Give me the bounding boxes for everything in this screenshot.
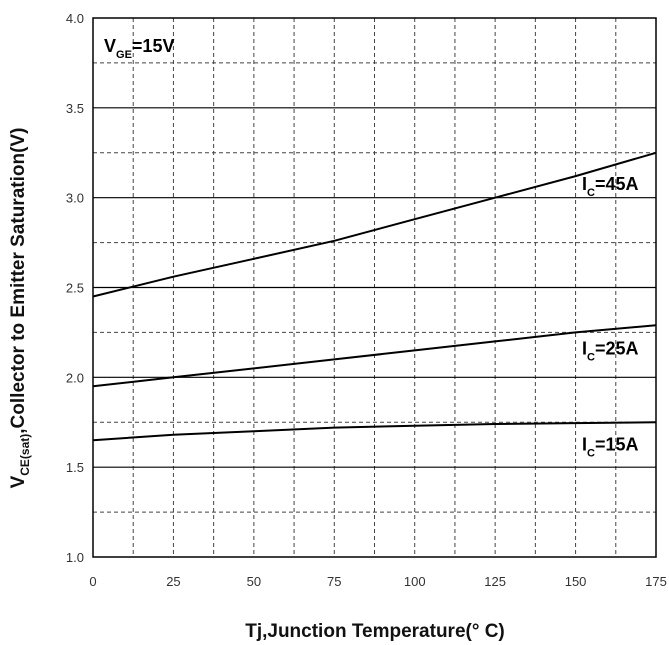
- y-tick-label: 1.5: [66, 460, 84, 475]
- series-label: IC=25A: [582, 339, 639, 364]
- y-axis-title: VCE(sat),Collector to Emitter Saturation…: [8, 128, 32, 489]
- series-line: [92, 421, 657, 442]
- y-tick-labels: 1.0 1.5 2.0 2.5 3.0 3.5 4.0: [66, 11, 84, 565]
- x-tick-label: 100: [404, 574, 426, 589]
- x-tick-label: 150: [565, 574, 587, 589]
- y-tick-label: 4.0: [66, 11, 84, 26]
- series-line: [92, 151, 657, 298]
- series-label: IC=15A: [582, 435, 639, 460]
- y-tick-label: 3.5: [66, 101, 84, 116]
- x-tick-label: 25: [166, 574, 180, 589]
- x-tick-label: 50: [247, 574, 261, 589]
- vge-annotation: VGE=15V: [104, 36, 174, 61]
- x-tick-labels: 0 25 50 75 100 125 150 175: [89, 574, 666, 589]
- series-layer: [92, 151, 657, 442]
- x-tick-label: 125: [484, 574, 506, 589]
- x-tick-label: 75: [327, 574, 341, 589]
- y-tick-label: 3.0: [66, 191, 84, 206]
- series-labels: IC=45A IC=25A IC=15A: [582, 174, 639, 460]
- y-tick-label: 1.0: [66, 550, 84, 565]
- x-axis-title: Tj,Junction Temperature(° C): [245, 621, 505, 642]
- y-tick-label: 2.0: [66, 370, 84, 385]
- grid: [93, 18, 656, 557]
- x-tick-label: 175: [645, 574, 667, 589]
- plot-frame: [92, 17, 657, 558]
- y-tick-label: 2.5: [66, 281, 84, 296]
- series-line: [92, 324, 657, 388]
- x-tick-label: 0: [89, 574, 96, 589]
- series-label: IC=45A: [582, 174, 639, 199]
